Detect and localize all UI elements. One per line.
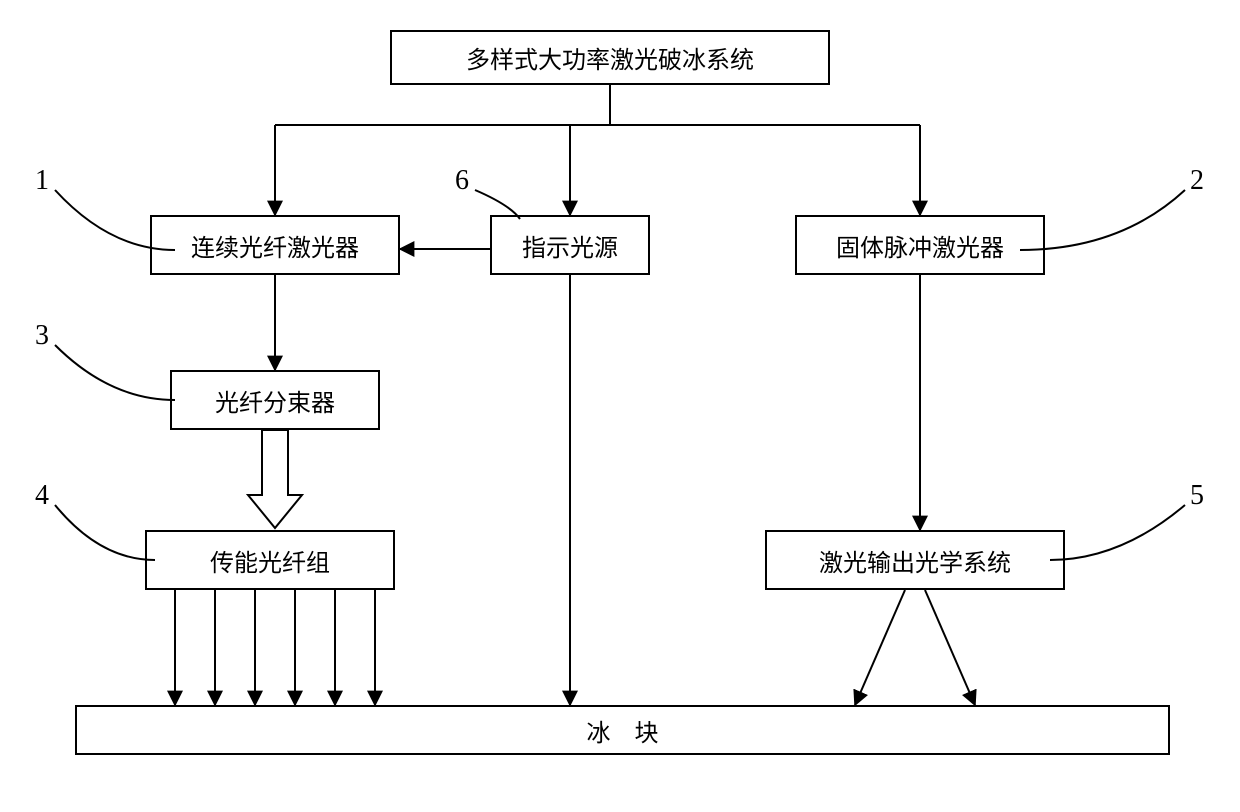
ice-block-box: 冰 块	[75, 705, 1170, 755]
solid-pulse-laser-text: 固体脉冲激光器	[836, 228, 1004, 263]
solid-pulse-laser-box: 固体脉冲激光器	[795, 215, 1045, 275]
fiber-splitter-text: 光纤分束器	[215, 383, 335, 418]
title-box: 多样式大功率激光破冰系统	[390, 30, 830, 85]
output-optics-text: 激光输出光学系统	[819, 543, 1011, 578]
output-optics-box: 激光输出光学系统	[765, 530, 1065, 590]
indicator-light-box: 指示光源	[490, 215, 650, 275]
fiber-group-box: 传能光纤组	[145, 530, 395, 590]
label-5: 5	[1190, 480, 1204, 512]
label-1: 1	[35, 165, 49, 197]
fiber-splitter-box: 光纤分束器	[170, 370, 380, 430]
label-4: 4	[35, 480, 49, 512]
label-2: 2	[1190, 165, 1204, 197]
title-text: 多样式大功率激光破冰系统	[466, 40, 754, 75]
ice-block-text: 冰 块	[587, 713, 659, 748]
fiber-group-text: 传能光纤组	[210, 543, 330, 578]
cw-fiber-laser-text: 连续光纤激光器	[191, 228, 359, 263]
cw-fiber-laser-box: 连续光纤激光器	[150, 215, 400, 275]
label-3: 3	[35, 320, 49, 352]
indicator-light-text: 指示光源	[522, 228, 618, 263]
label-6: 6	[455, 165, 469, 197]
